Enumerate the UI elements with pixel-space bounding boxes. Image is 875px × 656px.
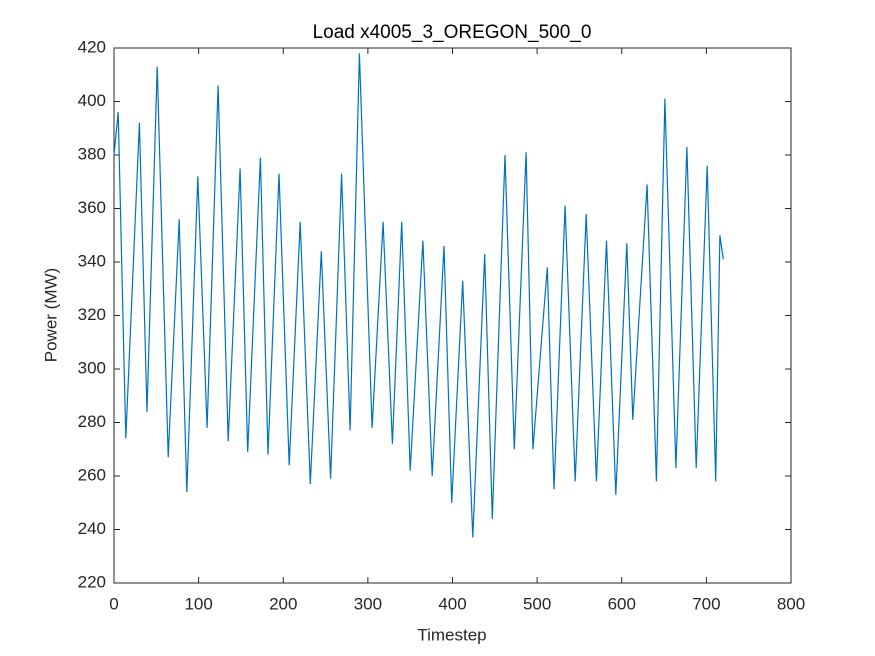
y-tick-label: 220 [78,572,106,591]
x-tick-label: 500 [523,594,551,613]
x-tick-label: 800 [777,594,805,613]
y-tick-label: 260 [78,465,106,484]
y-tick-label: 300 [78,358,106,377]
y-axis-label: Power (MW) [41,268,60,362]
data-line [113,53,724,538]
y-tick-label: 340 [78,251,106,270]
x-tick-label: 400 [438,594,466,613]
x-tick-label: 100 [184,594,212,613]
x-axis-label: Timestep [417,625,486,644]
plot-area [113,47,792,584]
x-tick-label: 200 [269,594,297,613]
x-tick-label: 600 [608,594,636,613]
y-tick-label: 280 [78,412,106,431]
x-tick-label: 0 [109,594,118,613]
y-tick-label: 320 [78,305,106,324]
y-tick-label: 360 [78,198,106,217]
x-tick-label: 300 [354,594,382,613]
y-tick-label: 380 [78,144,106,163]
x-tick-label: 700 [692,594,720,613]
y-tick-label: 420 [78,37,106,56]
y-tick-label: 400 [78,91,106,110]
y-tick-label: 240 [78,519,106,538]
chart-title: Load x4005_3_OREGON_500_0 [313,22,592,43]
